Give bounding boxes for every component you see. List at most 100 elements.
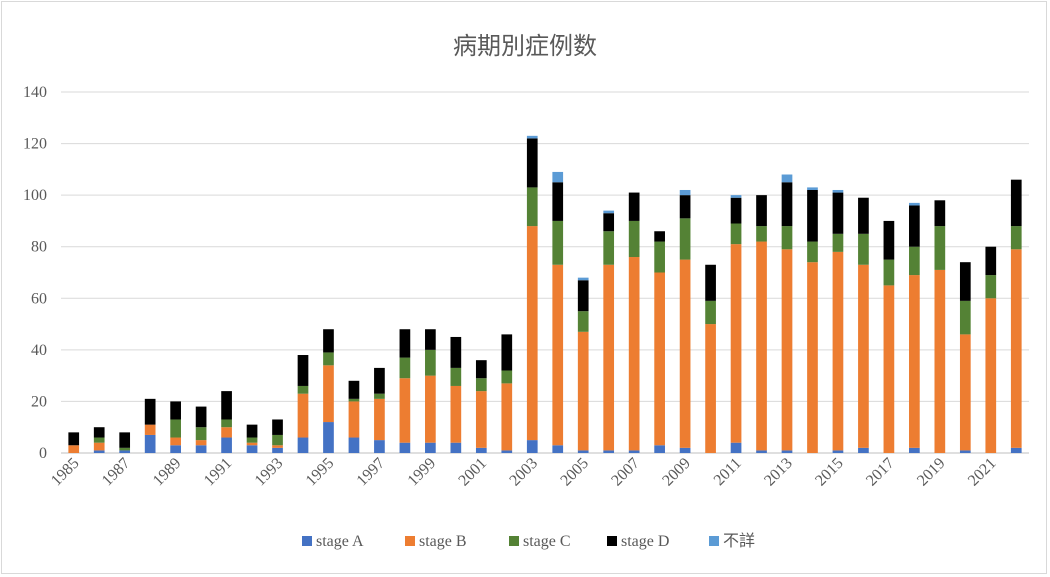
- x-tick-label: 1985: [48, 455, 83, 490]
- bar-segment: [450, 385, 462, 443]
- bar-segment: [221, 391, 232, 420]
- bar-segment: [170, 401, 181, 420]
- bar-segment: [552, 445, 564, 453]
- bar-segment: [526, 226, 538, 441]
- bar-segment: [730, 195, 742, 198]
- bar-segment: [552, 264, 564, 446]
- bar-segment: [679, 218, 691, 260]
- y-tick-label: 100: [23, 187, 47, 204]
- bar-segment: [577, 280, 589, 312]
- bar-segment: [807, 187, 818, 190]
- bar-segment: [730, 197, 742, 224]
- bar-segment: [526, 187, 538, 227]
- bar-segment: [195, 427, 207, 441]
- bar-segment: [654, 272, 665, 446]
- bar-segment: [909, 205, 920, 247]
- bar-segment: [526, 440, 538, 453]
- bar-segment: [501, 370, 513, 384]
- bar-segment: [858, 264, 869, 448]
- bar-segment: [934, 269, 946, 453]
- bar-segment: [93, 442, 105, 451]
- bar-segment: [654, 445, 665, 453]
- y-tick-label: 40: [31, 342, 47, 359]
- bar-segment: [501, 450, 513, 453]
- bar-segment: [399, 329, 411, 358]
- x-tick-label: 2003: [506, 455, 541, 490]
- bar-segment: [399, 357, 411, 379]
- bar-segment: [832, 233, 844, 252]
- bar-segment: [297, 393, 309, 438]
- legend-swatch: [509, 536, 519, 546]
- bar-segment: [628, 450, 640, 453]
- bar-segment: [603, 231, 615, 265]
- bar-segment: [679, 259, 691, 448]
- x-tick-label: 2015: [812, 455, 847, 490]
- bar-segment: [93, 437, 105, 443]
- bar-segment: [781, 174, 793, 183]
- bar-segment: [374, 398, 385, 441]
- bar-segment: [807, 241, 818, 263]
- bar-segment: [1010, 447, 1022, 453]
- bar-segment: [807, 262, 818, 453]
- bar-segment: [679, 189, 691, 196]
- bar-segment: [552, 171, 564, 183]
- bar-segment: [552, 182, 564, 221]
- bar-segment: [450, 336, 462, 368]
- bar-segment: [246, 424, 258, 438]
- bar-segment: [959, 300, 971, 335]
- bar-segment: [781, 226, 793, 250]
- bar-segment: [909, 202, 920, 206]
- x-tick-label: 2013: [761, 455, 796, 490]
- bar-segment: [679, 447, 691, 453]
- bar-segment: [323, 329, 334, 353]
- legend-label: stage B: [419, 533, 467, 550]
- bar-segment: [603, 264, 615, 451]
- bar-segment: [170, 445, 181, 453]
- bar-segment: [832, 192, 844, 234]
- bar-segment: [501, 383, 513, 451]
- bar-segment: [705, 324, 716, 453]
- bar-segment: [628, 220, 640, 258]
- bar-segment: [374, 440, 385, 453]
- bar-segment: [399, 378, 411, 443]
- bar-segment: [781, 450, 793, 453]
- bar-segment: [985, 298, 997, 453]
- bar-segment: [272, 434, 283, 446]
- bar-segment: [552, 220, 564, 265]
- bar-segment: [348, 398, 360, 402]
- bar-segment: [1010, 226, 1022, 250]
- bar-segment: [348, 401, 360, 438]
- bar-segment: [272, 445, 283, 448]
- bar-segment: [883, 285, 895, 453]
- bar-segment: [68, 445, 80, 453]
- bar-segment: [985, 275, 997, 299]
- bar-segment: [475, 391, 487, 448]
- bar-segment: [705, 264, 716, 301]
- x-tick-label: 1995: [303, 455, 338, 490]
- bar-segment: [246, 437, 258, 443]
- legend-swatch: [405, 536, 415, 546]
- y-tick-label: 0: [39, 445, 47, 462]
- bar-segment: [730, 442, 742, 453]
- bar-segment: [221, 437, 232, 453]
- bar-segment: [756, 195, 767, 227]
- bar-segment: [297, 437, 309, 453]
- bars: [68, 135, 1022, 453]
- y-tick-label: 140: [23, 84, 47, 101]
- bar-segment: [425, 349, 436, 376]
- bar-segment: [628, 257, 640, 451]
- bar-segment: [654, 231, 665, 242]
- bar-segment: [144, 434, 156, 453]
- x-tick-label: 1997: [354, 455, 389, 490]
- bar-segment: [934, 226, 946, 270]
- bar-segment: [526, 138, 538, 188]
- bar-segment: [577, 277, 589, 281]
- x-tick-label: 2021: [965, 455, 1000, 490]
- x-tick-label: 1987: [99, 455, 134, 490]
- bar-segment: [68, 432, 80, 446]
- x-tick-label: 1999: [405, 455, 440, 490]
- bar-segment: [756, 450, 767, 453]
- bar-segment: [425, 329, 436, 350]
- bar-segment: [858, 197, 869, 234]
